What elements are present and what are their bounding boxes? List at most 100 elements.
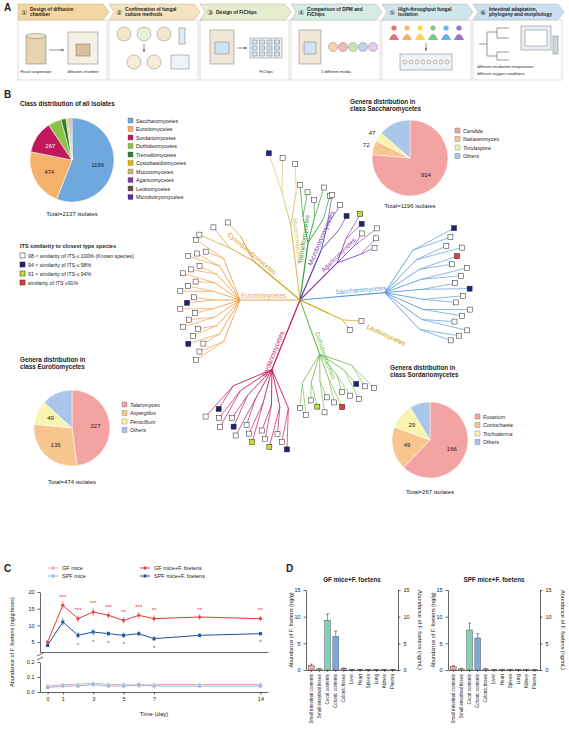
leaf (293, 162, 298, 167)
branch (188, 286, 214, 291)
error-bar (343, 667, 344, 669)
branch (240, 299, 300, 300)
data-label: 474 (44, 169, 55, 175)
tick-label: 15 (28, 606, 34, 612)
icon (497, 60, 509, 61)
error-bar (352, 669, 353, 670)
tick: 5 (540, 641, 549, 647)
branch (319, 354, 320, 381)
tick-label: 5 (404, 641, 407, 647)
legend-label: Nakaseomyces (463, 136, 500, 142)
legend-swatch (128, 186, 133, 191)
tick-mark (304, 670, 307, 671)
leaf (449, 262, 454, 267)
tick: Colonic tissue (341, 670, 346, 703)
slice (44, 390, 72, 428)
step-box (18, 20, 107, 80)
tick-mark (526, 670, 527, 672)
legend-marker (51, 574, 54, 577)
bar (491, 669, 497, 670)
axis: Small intestinal contentsSmall intestina… (449, 670, 541, 724)
icon (68, 32, 98, 64)
error-cap (517, 669, 520, 670)
label-line: class Saccharomycetes (350, 105, 422, 113)
branch (180, 291, 213, 292)
branch (423, 309, 462, 315)
error-cap (509, 669, 512, 670)
step-chevron (109, 4, 200, 20)
tick-label: Cecal contents (467, 673, 472, 704)
branch (220, 266, 240, 300)
leaf (178, 289, 183, 294)
annotation: * (92, 639, 95, 645)
branch (385, 250, 413, 292)
leaf (453, 281, 458, 286)
slice (61, 118, 72, 160)
step-box (473, 20, 562, 80)
point (76, 684, 79, 687)
error-bar (518, 669, 519, 670)
tick-mark (38, 592, 41, 593)
icon (171, 55, 189, 69)
branch (183, 317, 215, 326)
icon (391, 25, 396, 30)
label-line: isolation (398, 12, 418, 17)
leaf (315, 404, 320, 409)
legend-swatch (475, 431, 480, 436)
clade-label: Agaricomycetes (319, 235, 358, 274)
icon (267, 46, 272, 50)
tick-mark (38, 609, 41, 610)
point (61, 684, 64, 687)
axis: Small intestinal contentsSmall intestina… (307, 670, 399, 724)
leaf (374, 226, 379, 231)
step-chevron (18, 4, 109, 20)
leaf (452, 226, 457, 231)
marks (450, 623, 537, 670)
icon (299, 30, 321, 64)
leaf (194, 358, 199, 363)
step-box (200, 20, 289, 80)
legend-label: Sordariomycetes (136, 135, 176, 141)
error-bar (461, 668, 462, 670)
error-cap (493, 669, 496, 670)
leaf (259, 428, 264, 433)
legend-swatch (475, 423, 480, 428)
step-header: ①Design of diffusionchamber (18, 4, 109, 20)
tick: 0 (540, 667, 549, 673)
branch (311, 354, 320, 383)
tick: Small intestinal tissue (317, 670, 322, 718)
slice (66, 118, 72, 160)
tick-label: Small intestinal tissue (317, 674, 322, 719)
axis: 051015 (398, 587, 410, 673)
axis-line (40, 593, 41, 653)
tick: 0 (439, 667, 448, 673)
icon (400, 54, 452, 70)
tick-label: 15 (294, 587, 300, 593)
leaf (185, 283, 190, 288)
point (122, 684, 125, 687)
icon (521, 26, 551, 50)
branch (422, 320, 468, 331)
tick: 10 (398, 614, 410, 620)
step-header: ②Confirmation of fungalculture methods (109, 4, 200, 20)
branch (282, 408, 288, 442)
point (198, 615, 202, 619)
leaf (359, 221, 364, 226)
caption: diffusion chamber (67, 69, 99, 74)
point (137, 683, 140, 686)
branch (416, 248, 461, 260)
error-cap (525, 669, 528, 670)
caption: different oxygen conditions (477, 71, 525, 76)
tick: 15 (294, 587, 306, 593)
panel-label: A (4, 2, 11, 13)
leaf (340, 389, 345, 394)
bar (333, 636, 339, 670)
point (152, 617, 156, 621)
bar (382, 669, 388, 670)
slice (68, 118, 72, 160)
leaf (305, 190, 310, 195)
legend-label: Others (483, 439, 499, 445)
leaf (230, 415, 235, 420)
clade-label: Cystobasidiomycetes (226, 231, 279, 277)
error-bar (311, 664, 312, 666)
